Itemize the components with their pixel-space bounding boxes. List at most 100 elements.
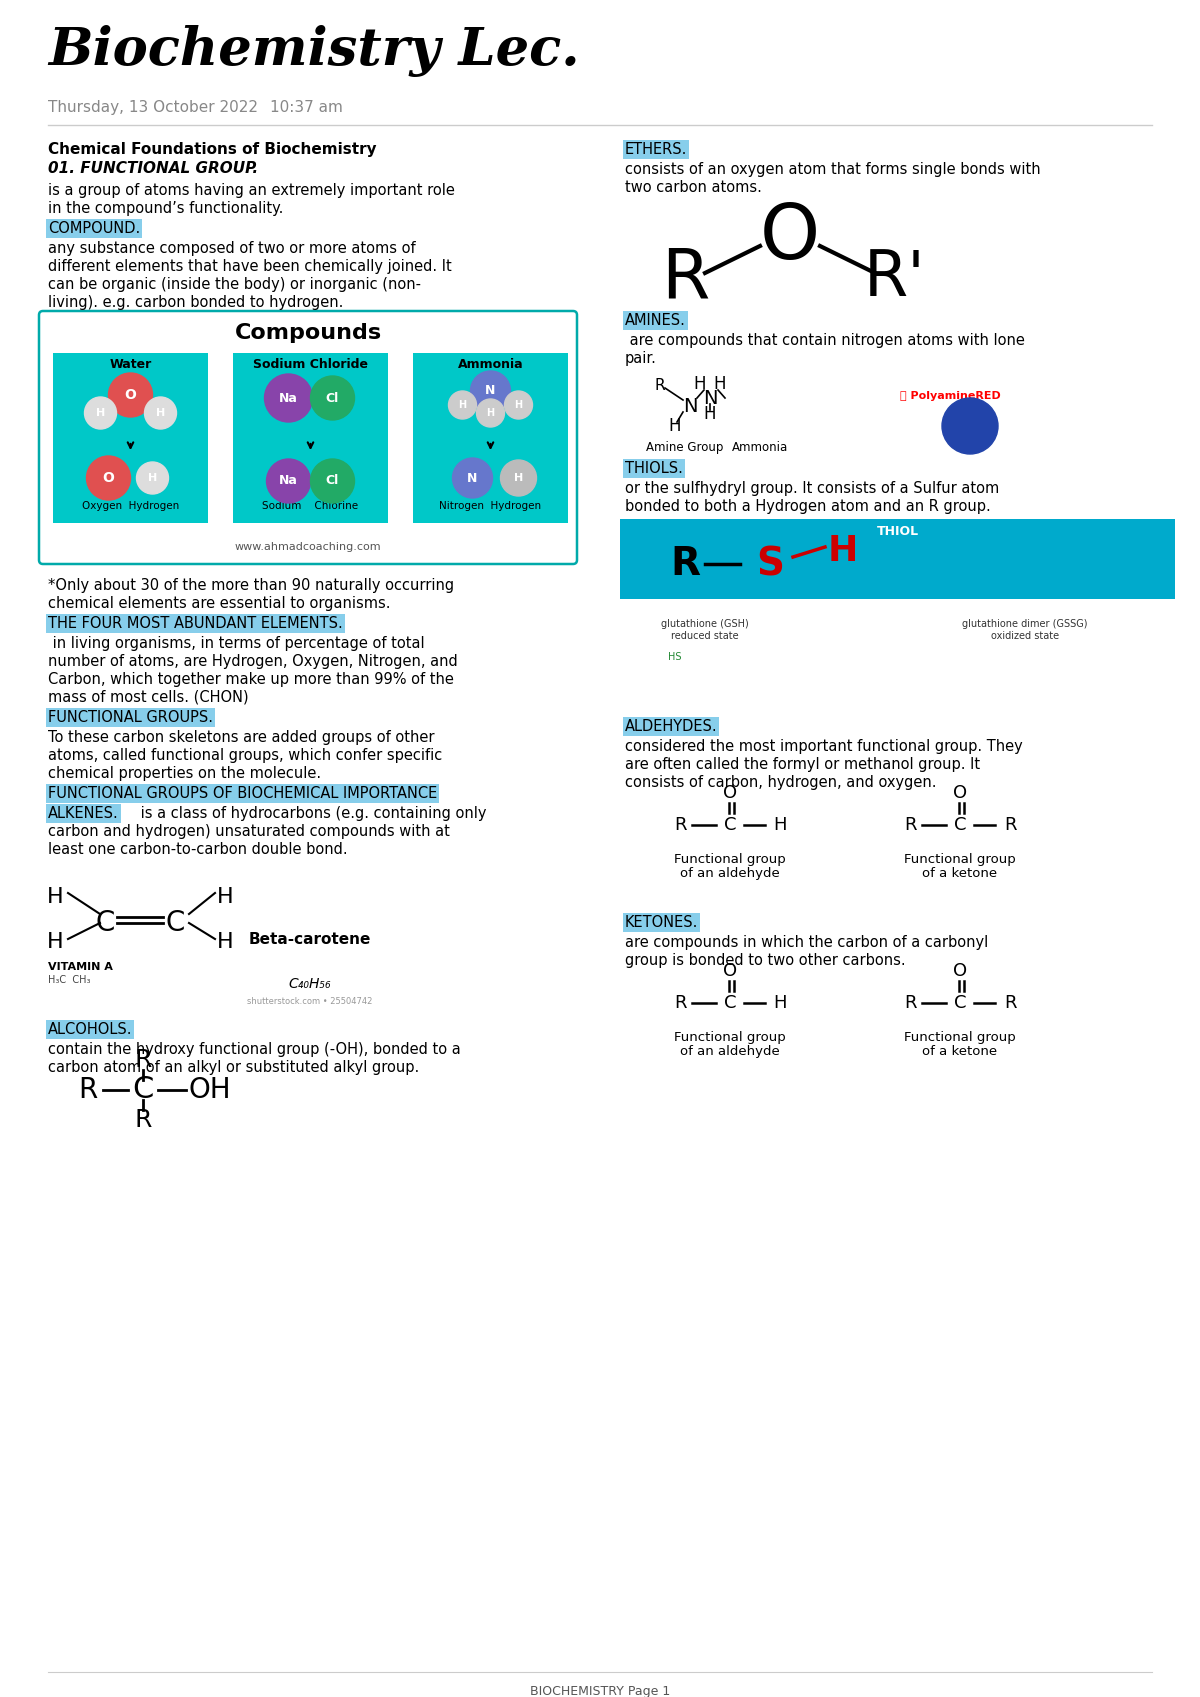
Text: O: O <box>722 784 737 803</box>
Text: C: C <box>95 910 115 937</box>
Text: of a ketone: of a ketone <box>923 867 997 881</box>
Text: O: O <box>722 962 737 979</box>
Text: H: H <box>47 888 64 906</box>
Text: R: R <box>673 816 686 833</box>
Text: H: H <box>148 473 157 484</box>
Text: oxidized state: oxidized state <box>991 631 1060 641</box>
Text: can be organic (inside the body) or inorganic (non-: can be organic (inside the body) or inor… <box>48 277 421 292</box>
Text: H: H <box>703 406 716 423</box>
Text: H: H <box>96 407 106 417</box>
Text: of a ketone: of a ketone <box>923 1045 997 1057</box>
Circle shape <box>311 458 354 502</box>
Text: glutathione (GSH): glutathione (GSH) <box>661 619 749 630</box>
Text: in living organisms, in terms of percentage of total: in living organisms, in terms of percent… <box>48 636 425 652</box>
Text: reduced state: reduced state <box>671 631 739 641</box>
Text: FUNCTIONAL GROUPS.: FUNCTIONAL GROUPS. <box>48 709 214 725</box>
Text: Functional group: Functional group <box>674 854 786 865</box>
Text: of an aldehyde: of an aldehyde <box>680 867 780 881</box>
Text: carbon atom of an alkyl or substituted alkyl group.: carbon atom of an alkyl or substituted a… <box>48 1061 419 1074</box>
Text: THIOL: THIOL <box>876 524 918 538</box>
Text: glutathione dimer (GSSG): glutathione dimer (GSSG) <box>962 619 1087 630</box>
Text: Carbon, which together make up more than 99% of the: Carbon, which together make up more than… <box>48 672 454 687</box>
Text: Thursday, 13 October 2022: Thursday, 13 October 2022 <box>48 100 258 115</box>
Circle shape <box>144 397 176 429</box>
Text: are often called the formyl or methanol group. It: are often called the formyl or methanol … <box>625 757 980 772</box>
Text: Cl: Cl <box>326 392 340 404</box>
Circle shape <box>449 390 476 419</box>
Text: shutterstock.com • 25504742: shutterstock.com • 25504742 <box>247 998 373 1006</box>
Text: N: N <box>683 397 697 416</box>
Text: H: H <box>458 400 467 411</box>
Text: H: H <box>47 932 64 952</box>
Text: To these carbon skeletons are added groups of other: To these carbon skeletons are added grou… <box>48 730 434 745</box>
Text: mass of most cells. (CHON): mass of most cells. (CHON) <box>48 691 248 704</box>
Text: R: R <box>1003 994 1016 1011</box>
Text: COMPOUND.: COMPOUND. <box>48 221 140 236</box>
Text: BIOCHEMISTRY Page 1: BIOCHEMISTRY Page 1 <box>530 1685 670 1697</box>
Text: KETONES.: KETONES. <box>625 915 698 930</box>
Text: are compounds that contain nitrogen atoms with lone: are compounds that contain nitrogen atom… <box>625 333 1025 348</box>
Circle shape <box>137 462 168 494</box>
Text: *Only about 30 of the more than 90 naturally occurring: *Only about 30 of the more than 90 natur… <box>48 579 454 592</box>
Text: AMINES.: AMINES. <box>625 312 686 328</box>
Text: are compounds in which the carbon of a carbonyl: are compounds in which the carbon of a c… <box>625 935 989 950</box>
Text: VITAMIN A: VITAMIN A <box>48 962 113 972</box>
Text: O: O <box>125 389 137 402</box>
Text: atoms, called functional groups, which confer specific: atoms, called functional groups, which c… <box>48 748 443 764</box>
Text: FUNCTIONAL GROUPS OF BIOCHEMICAL IMPORTANCE: FUNCTIONAL GROUPS OF BIOCHEMICAL IMPORTA… <box>48 786 437 801</box>
Text: group is bonded to two other carbons.: group is bonded to two other carbons. <box>625 954 906 967</box>
Text: ETHERS.: ETHERS. <box>625 143 688 158</box>
Text: Beta-carotene: Beta-carotene <box>248 932 371 947</box>
Text: H: H <box>694 375 707 394</box>
Text: ALKENES.: ALKENES. <box>48 806 119 821</box>
Bar <box>233 353 388 523</box>
Text: considered the most important functional group. They: considered the most important functional… <box>625 738 1022 753</box>
FancyBboxPatch shape <box>38 311 577 563</box>
Circle shape <box>942 399 998 455</box>
Text: R: R <box>904 816 917 833</box>
Text: C₄₀H₅₆: C₄₀H₅₆ <box>289 977 331 991</box>
Text: of an aldehyde: of an aldehyde <box>680 1045 780 1057</box>
Text: Cl: Cl <box>326 475 340 487</box>
Text: H: H <box>156 407 166 417</box>
Text: R': R' <box>864 248 926 309</box>
Text: H: H <box>773 994 787 1011</box>
Text: R: R <box>78 1076 97 1105</box>
Text: Water: Water <box>109 358 151 372</box>
Text: Functional group: Functional group <box>904 854 1016 865</box>
Text: R: R <box>670 545 700 584</box>
Circle shape <box>108 373 152 417</box>
Bar <box>620 519 1175 599</box>
Text: different elements that have been chemically joined. It: different elements that have been chemic… <box>48 260 451 273</box>
Text: number of atoms, are Hydrogen, Oxygen, Nitrogen, and: number of atoms, are Hydrogen, Oxygen, N… <box>48 653 457 669</box>
Text: is a class of hydrocarbons (e.g. containing only: is a class of hydrocarbons (e.g. contain… <box>136 806 486 821</box>
Text: H: H <box>486 407 494 417</box>
Text: R: R <box>904 994 917 1011</box>
Text: in the compound’s functionality.: in the compound’s functionality. <box>48 200 283 216</box>
Text: C: C <box>954 994 966 1011</box>
Text: H: H <box>217 888 233 906</box>
Text: R: R <box>661 244 709 312</box>
Text: www.ahmadcoaching.com: www.ahmadcoaching.com <box>235 541 382 552</box>
Circle shape <box>452 458 492 497</box>
Text: consists of an oxygen atom that forms single bonds with: consists of an oxygen atom that forms si… <box>625 161 1040 176</box>
Text: ALCOHOLS.: ALCOHOLS. <box>48 1022 132 1037</box>
Text: O: O <box>953 784 967 803</box>
Text: Chemical Foundations of Biochemistry: Chemical Foundations of Biochemistry <box>48 143 377 158</box>
Text: Sodium Chloride: Sodium Chloride <box>253 358 368 372</box>
Text: R: R <box>655 378 665 394</box>
Text: carbon and hydrogen) unsaturated compounds with at: carbon and hydrogen) unsaturated compoun… <box>48 825 450 838</box>
Text: H₃C  CH₃: H₃C CH₃ <box>48 976 90 984</box>
Text: R: R <box>134 1108 151 1132</box>
Bar <box>53 353 208 523</box>
Text: H: H <box>217 932 233 952</box>
Text: H: H <box>515 400 522 411</box>
Circle shape <box>84 397 116 429</box>
Text: Functional group: Functional group <box>674 1032 786 1044</box>
Text: N: N <box>467 472 478 485</box>
Text: H: H <box>714 375 726 394</box>
Text: living). e.g. carbon bonded to hydrogen.: living). e.g. carbon bonded to hydrogen. <box>48 295 343 311</box>
Circle shape <box>264 373 312 423</box>
Text: Biochemistry Lec.: Biochemistry Lec. <box>48 25 580 76</box>
Bar <box>413 353 568 523</box>
